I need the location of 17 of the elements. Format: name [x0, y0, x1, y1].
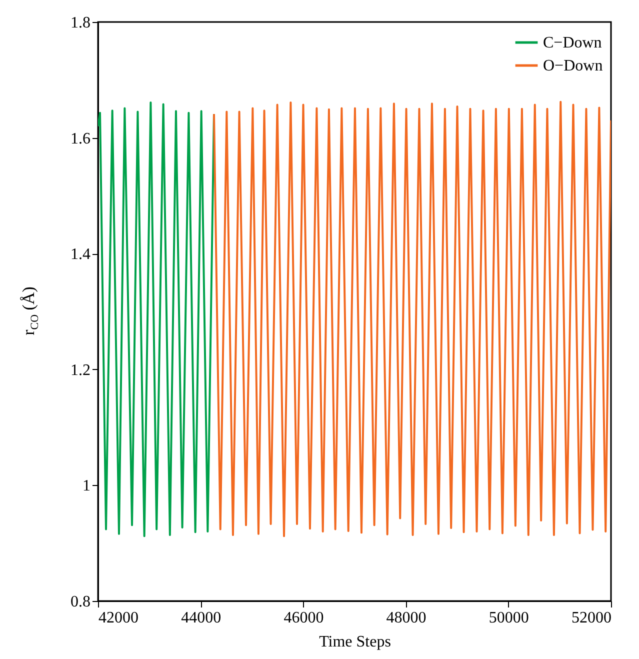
x-tick-label: 48000: [386, 610, 426, 626]
line-series: [98, 101, 215, 538]
x-tick-label: 46000: [284, 610, 324, 626]
x-axis-title: Time Steps: [319, 634, 391, 650]
legend-label: C−Down: [543, 34, 602, 52]
y-tick-label: 1.4: [70, 246, 90, 264]
y-tick-label: 0.8: [70, 594, 90, 610]
y-tick-label: 1.2: [70, 362, 90, 379]
x-tick-label: 50000: [488, 610, 529, 626]
x-tick-label: 44000: [181, 610, 222, 626]
line-series: [212, 100, 611, 538]
y-tick-label: 1: [82, 478, 90, 495]
x-tick-label: 42000: [98, 610, 138, 626]
legend-label: O−Down: [543, 58, 603, 74]
y-tick-label: 1.6: [70, 130, 90, 148]
x-tick-label: 52000: [572, 610, 612, 626]
y-tick-label: 1.8: [70, 14, 90, 32]
